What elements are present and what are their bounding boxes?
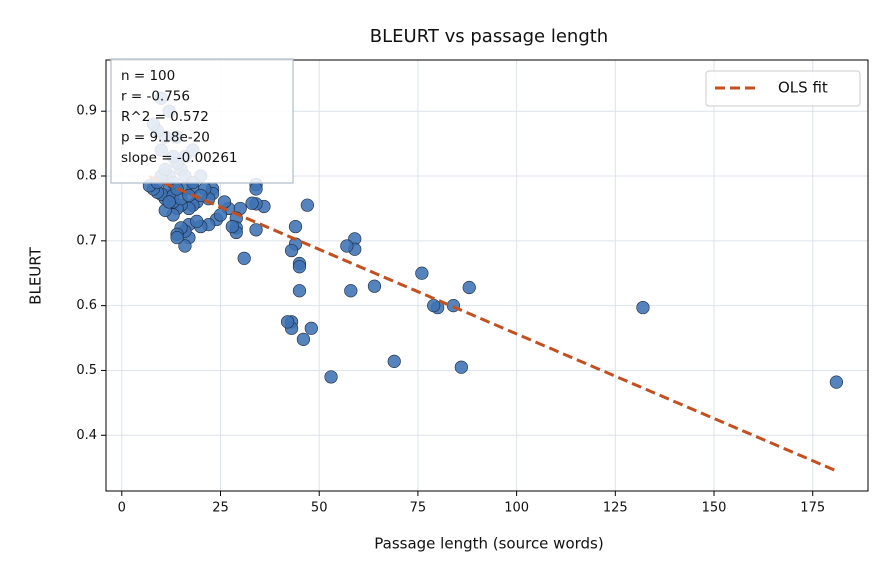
y-tick-label: 0.7 xyxy=(76,233,97,248)
point xyxy=(367,279,382,293)
point xyxy=(170,230,184,245)
point xyxy=(178,239,192,253)
point xyxy=(292,284,307,298)
legend-label: OLS fit xyxy=(778,79,828,97)
point xyxy=(281,315,295,329)
point xyxy=(344,284,358,298)
point xyxy=(237,251,251,265)
stats-text: r = -0.756 xyxy=(121,89,190,105)
x-tick-label: 150 xyxy=(702,501,727,516)
point xyxy=(288,219,303,234)
point xyxy=(292,260,307,274)
stats-text: n = 100 xyxy=(121,68,175,84)
point xyxy=(415,266,429,280)
point xyxy=(249,223,263,237)
stats-text: p = 9.18e-20 xyxy=(121,130,210,146)
x-tick-label: 50 xyxy=(311,501,328,516)
y-tick-label: 0.5 xyxy=(76,363,97,378)
point xyxy=(636,300,650,315)
stats-text: R^2 = 0.572 xyxy=(121,109,209,125)
y-axis-label: BLEURT xyxy=(27,246,45,304)
legend-box xyxy=(705,70,861,107)
stats-text: slope = -0.00261 xyxy=(121,150,238,166)
point xyxy=(427,299,441,313)
point xyxy=(284,243,299,258)
point xyxy=(829,375,844,389)
point xyxy=(462,280,476,295)
x-tick-label: 25 xyxy=(212,501,229,516)
x-axis-label: Passage length (source words) xyxy=(374,535,603,553)
y-tick-label: 0.9 xyxy=(76,104,97,119)
point xyxy=(324,370,338,384)
point xyxy=(190,214,204,228)
x-tick-label: 100 xyxy=(504,501,529,516)
y-tick-label: 0.8 xyxy=(76,169,97,184)
y-tick-label: 0.4 xyxy=(76,428,97,443)
point xyxy=(454,360,468,374)
point xyxy=(249,182,263,196)
point xyxy=(225,219,239,234)
y-tick-label: 0.6 xyxy=(76,298,97,313)
axes-frame xyxy=(105,59,869,492)
x-tick-label: 0 xyxy=(118,501,126,516)
fit-line xyxy=(148,175,838,473)
x-tick-label: 175 xyxy=(800,501,825,516)
point xyxy=(340,239,354,253)
chart-title: BLEURT vs passage length xyxy=(370,26,608,47)
point xyxy=(387,354,401,368)
point xyxy=(296,332,311,346)
x-tick-label: 125 xyxy=(603,501,628,516)
point xyxy=(245,196,259,210)
stats-box xyxy=(110,58,294,184)
x-tick-label: 75 xyxy=(410,501,427,516)
point xyxy=(162,195,176,209)
point xyxy=(304,321,318,335)
point xyxy=(300,198,314,212)
